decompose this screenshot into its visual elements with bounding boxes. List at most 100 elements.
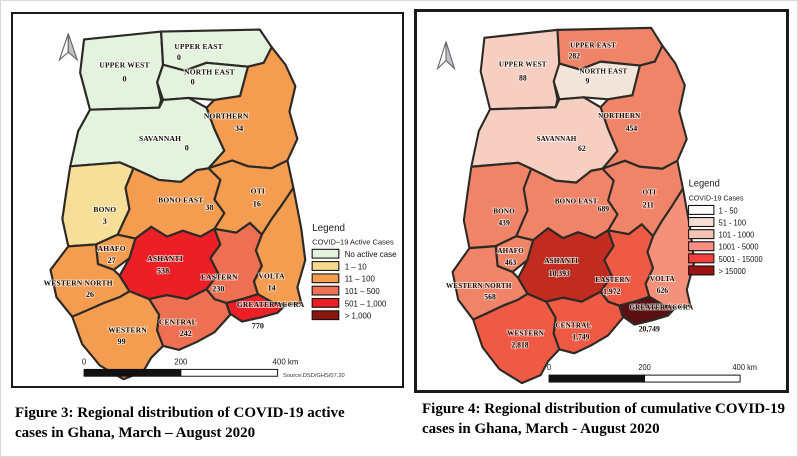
region-upper_west	[79, 30, 165, 111]
region-label-savannah: SAVANNAH	[139, 134, 181, 143]
legend-item-label: 1 - 50	[719, 206, 738, 215]
legend-swatch	[688, 241, 715, 252]
region-value-eastern: 1,972	[603, 287, 620, 296]
region-value-bono: 3	[103, 217, 107, 226]
region-label-central: CENTRAL	[159, 318, 197, 327]
scalebar-segment	[548, 374, 646, 383]
legend-swatch	[688, 253, 715, 264]
region-label-greater_accra: GREATER ACCRA	[629, 302, 694, 311]
region-value-bono: 439	[498, 218, 510, 227]
scalebar-tick-label: 200	[174, 358, 188, 367]
legend-swatch	[688, 217, 715, 228]
region-label-upper_east: UPPER EAST	[570, 41, 616, 50]
region-value-northern: 34	[235, 124, 243, 133]
region-label-upper_east: UPPER EAST	[174, 42, 222, 51]
region-label-northern: NORTHERN	[598, 111, 641, 120]
region-label-eastern: EASTERN	[595, 275, 630, 284]
region-label-western_north: WESTERN NORTH	[446, 281, 512, 290]
region-value-upper_west: 88	[519, 73, 527, 82]
scalebar-tick-label: 400 km	[733, 363, 758, 372]
north-arrow-icon	[445, 41, 456, 71]
north-arrow-icon	[67, 33, 79, 62]
region-value-ashanti: 538	[157, 267, 169, 276]
region-label-bono_east: BONO EAST	[158, 195, 203, 204]
legend-item-label: 101 – 500	[345, 287, 381, 296]
region-value-ashanti: 10,393	[549, 269, 570, 278]
region-label-greater_accra: GREATER ACCRA	[237, 300, 305, 309]
region-value-upper_east: 282	[569, 51, 581, 60]
region-label-central: CENTRAL	[555, 320, 591, 329]
region-value-greater_accra: 20,749	[639, 324, 660, 333]
legend-swatch	[311, 261, 340, 271]
region-value-ahafo: 463	[505, 258, 517, 267]
region-value-oti: 211	[643, 200, 654, 209]
legend-swatch	[311, 297, 340, 308]
legend-item-label: > 15000	[719, 267, 746, 276]
region-value-western_north: 26	[86, 290, 94, 299]
region-label-savannah: SAVANNAH	[537, 134, 577, 143]
region-central	[545, 290, 625, 355]
legend-subtitle: COVID–19 Active Cases	[312, 237, 394, 246]
region-label-ahafo: AHAFO	[497, 246, 524, 255]
region-value-north_east: 9	[586, 76, 590, 85]
region-label-ashanti: ASHANTI	[147, 254, 183, 263]
region-label-ahafo: AHAFO	[98, 244, 126, 253]
legend-title: Legend	[312, 223, 345, 234]
region-greater_accra	[618, 295, 677, 326]
region-value-eastern: 230	[212, 284, 224, 293]
region-greater_accra	[225, 293, 287, 323]
region-label-bono: BONO	[93, 205, 116, 214]
region-label-volta: VOLTA	[650, 274, 675, 283]
region-label-western: WESTERN	[507, 328, 544, 337]
region-value-western: 99	[118, 337, 126, 346]
region-label-ashanti: ASHANTI	[544, 256, 578, 265]
region-label-upper_west: UPPER WEST	[499, 59, 547, 68]
region-label-bono_east: BONO EAST	[555, 196, 598, 205]
legend-item-label: 501 – 1,000	[345, 299, 387, 308]
legend-swatch	[311, 273, 340, 284]
region-value-upper_east: 0	[177, 53, 181, 62]
scalebar-tick-label: 0	[82, 358, 87, 367]
legend-item-label: > 1,000	[345, 312, 372, 321]
region-value-central: 1,749	[572, 332, 589, 341]
figure4-caption: Figure 4: Regional distribution of cumul…	[422, 401, 786, 437]
region-label-north_east: NORTH EAST	[579, 66, 627, 75]
scalebar-segment	[180, 368, 279, 377]
map-panel-cumulative-cases: UPPER WEST 88 UPPER EAST 282 NORTH EAST 9 NORT…	[414, 9, 789, 393]
legend-item-label: No active case	[345, 250, 397, 259]
legend-subtitle: COVID-19 Cases	[689, 193, 744, 202]
legend-swatch	[311, 310, 340, 321]
region-value-volta: 626	[657, 286, 669, 295]
north-arrow-icon	[436, 41, 447, 71]
source-note: Source:DSD/GHS/07.20	[283, 373, 345, 379]
region-value-western: 2,818	[511, 340, 528, 349]
region-label-north_east: NORTH EAST	[184, 68, 235, 77]
region-label-eastern: EASTERN	[201, 273, 238, 282]
legend-swatch	[688, 204, 715, 215]
legend-swatch	[688, 229, 715, 240]
legend-title: Legend	[689, 178, 720, 189]
region-label-oti: OTI	[642, 187, 656, 196]
scalebar-tick-label: 0	[547, 363, 551, 372]
legend-item-label: 5001 - 15000	[719, 255, 763, 264]
legend-item-label: 11 – 100	[345, 275, 376, 284]
figure3-caption: Figure 3: Regional distribution of COVID…	[15, 405, 345, 441]
region-value-north_east: 0	[191, 77, 195, 86]
region-value-bono_east: 38	[205, 203, 213, 212]
region-label-volta: VOLTA	[259, 272, 286, 281]
region-value-western_north: 568	[484, 293, 496, 302]
region-value-savannah: 0	[185, 144, 189, 153]
region-value-oti: 16	[253, 199, 261, 208]
region-label-bono: BONO	[493, 206, 515, 215]
region-label-western_north: WESTERN NORTH	[44, 278, 113, 287]
region-value-volta: 14	[268, 283, 276, 292]
region-value-upper_west: 0	[123, 74, 127, 83]
legend-item-label: 1001 - 5000	[719, 243, 759, 252]
legend-swatch	[311, 248, 340, 259]
scalebar-segment	[644, 374, 741, 383]
region-label-northern: NORTHERN	[204, 112, 249, 121]
map-panel-active-cases: UPPER WEST 0 UPPER EAST 0 NORTH EAST 0 NORTHER…	[11, 12, 404, 388]
region-value-bono_east: 689	[598, 204, 610, 213]
